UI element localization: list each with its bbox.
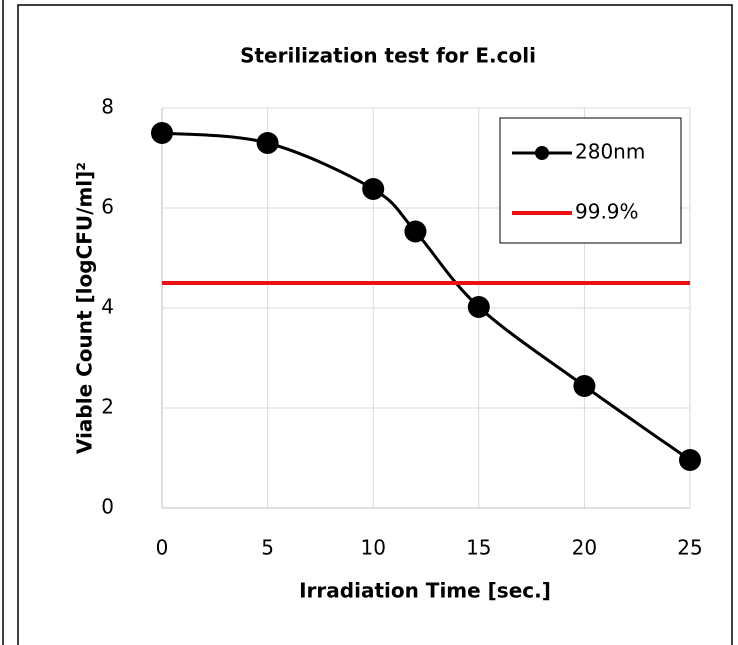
chart-frame	[17, 4, 733, 645]
data-point	[256, 132, 279, 154]
data-point	[404, 220, 427, 243]
x-tick-label: 20	[572, 536, 597, 560]
y-tick-label: 0	[101, 495, 114, 519]
data-point	[573, 375, 596, 397]
data-point	[467, 296, 490, 318]
x-tick-label: 0	[156, 536, 169, 560]
y-tick-label: 8	[101, 95, 114, 119]
legend-marker	[535, 146, 549, 160]
y-tick-label: 2	[101, 395, 114, 419]
legend-box	[499, 117, 682, 244]
data-point	[362, 178, 385, 200]
x-axis-label: Irradiation Time [sec.]	[299, 579, 551, 603]
chart-title: Sterilization test for E.coli	[240, 44, 536, 68]
x-tick-label: 5	[261, 536, 274, 560]
y-tick-label: 4	[101, 295, 114, 319]
legend-label: 99.9%	[575, 200, 639, 224]
data-point	[679, 449, 701, 471]
legend-label: 280nm	[575, 140, 645, 164]
data-point	[151, 122, 173, 144]
x-tick-label: 25	[677, 536, 702, 560]
x-tick-label: 10	[360, 536, 385, 560]
y-axis-label: Viable Count [logCFU/ml]²	[73, 162, 97, 454]
x-tick-label: 15	[466, 536, 491, 560]
y-tick-label: 6	[101, 195, 114, 219]
